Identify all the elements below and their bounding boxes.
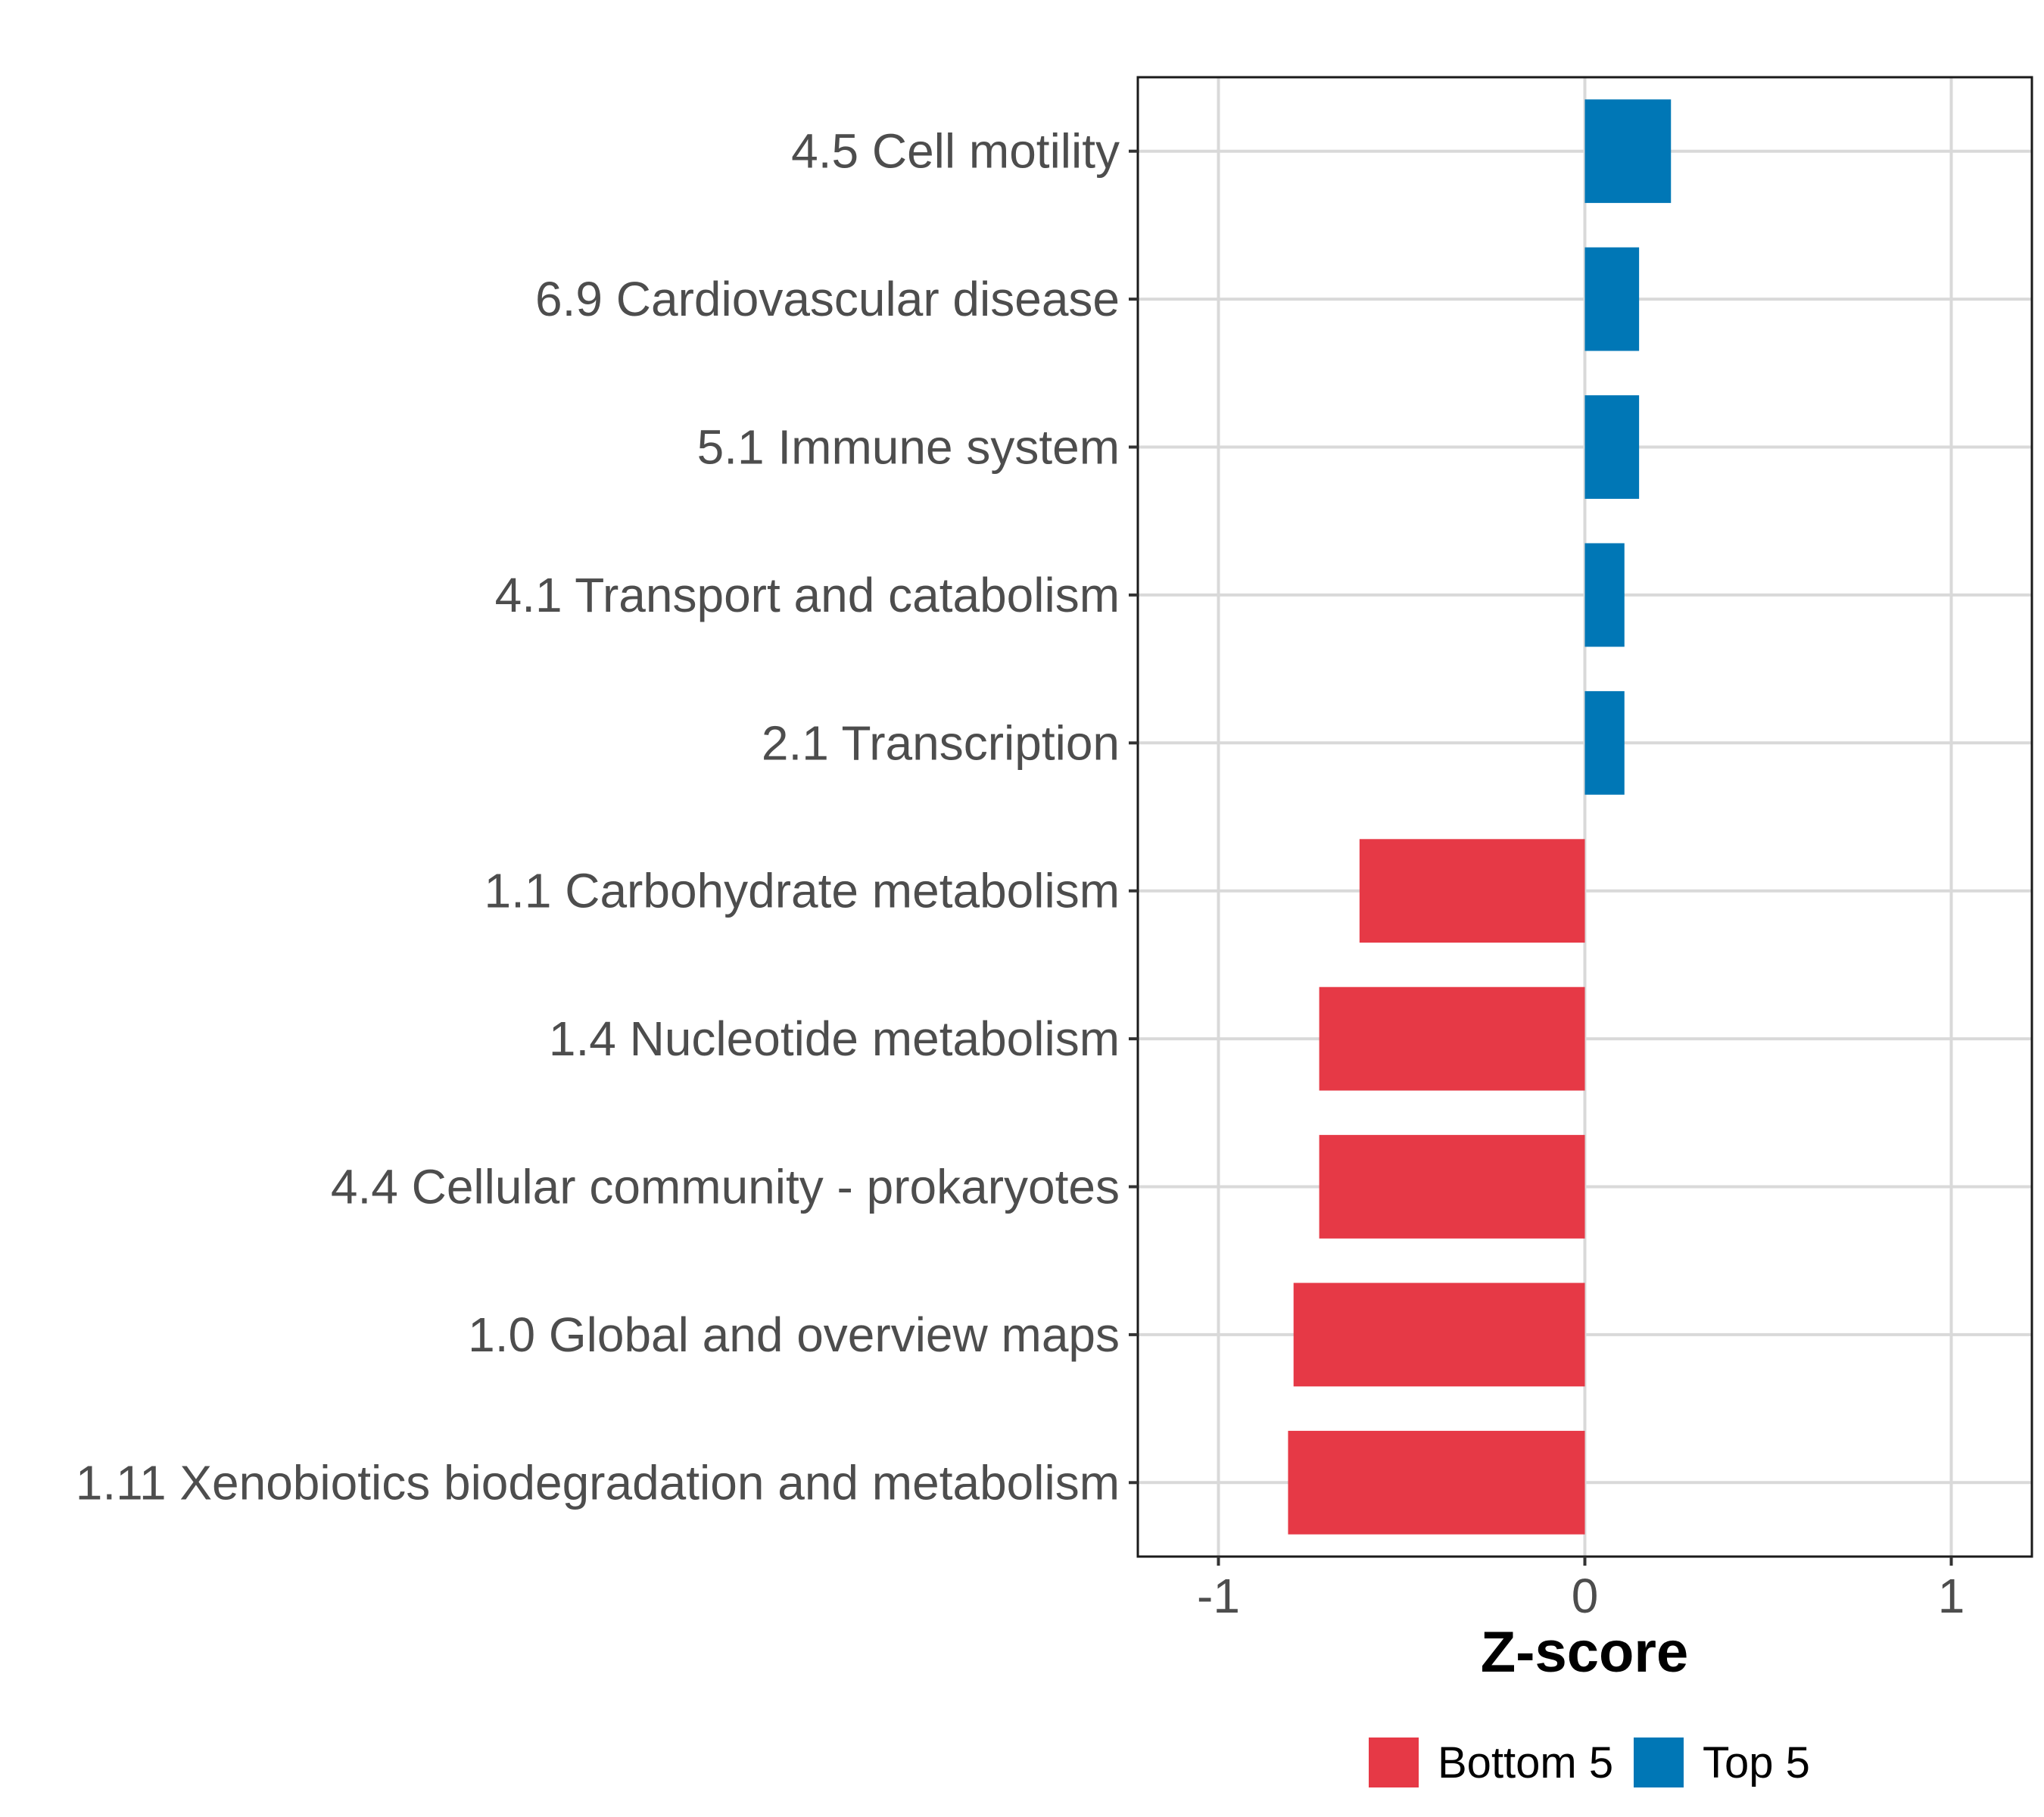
y-tick-label: 6.9 Cardiovascular disease [535,272,1120,326]
legend-key [1634,1738,1684,1787]
y-tick-label: 1.1 Carbohydrate metabolism [484,864,1120,918]
y-tick-label: 2.1 Transcription [762,715,1120,770]
y-axis: 4.5 Cell motility 6.9 Cardiovascular dise… [76,124,1138,1510]
legend: Bottom 5 Top 5 [1369,1738,1810,1787]
bar[interactable] [1584,395,1640,499]
bar[interactable] [1584,247,1640,351]
bars-layer [1288,99,1672,1535]
y-tick-label: 5.1 Immune system [697,420,1120,475]
x-tick-label: 1 [1938,1569,1965,1623]
bar[interactable] [1584,99,1672,204]
y-tick-label: 1.0 Global and overview maps [468,1307,1120,1362]
bar[interactable] [1584,543,1625,647]
bar[interactable] [1319,1135,1585,1239]
x-axis-title: Z-score [1481,1620,1689,1685]
y-tick-label: 4.4 Cellular community - prokaryotes [331,1160,1120,1214]
bar[interactable] [1293,1282,1585,1387]
bar[interactable] [1288,1430,1585,1535]
y-tick-label: 1.11 Xenobiotics biodegradation and meta… [76,1455,1120,1510]
legend-key [1369,1738,1419,1787]
x-tick-label: 0 [1572,1569,1599,1623]
y-tick-label: 4.5 Cell motility [791,124,1120,179]
legend-label: Top 5 [1703,1738,1810,1787]
x-tick-label: -1 [1197,1569,1240,1623]
x-axis: -1 0 1 [1197,1557,1965,1623]
y-tick-label: 4.1 Transport and catabolism [495,568,1120,622]
y-tick-label: 1.4 Nucleotide metabolism [549,1011,1120,1066]
bar[interactable] [1319,986,1585,1091]
bar[interactable] [1359,839,1585,943]
legend-label: Bottom 5 [1438,1738,1613,1787]
bar[interactable] [1584,690,1625,795]
